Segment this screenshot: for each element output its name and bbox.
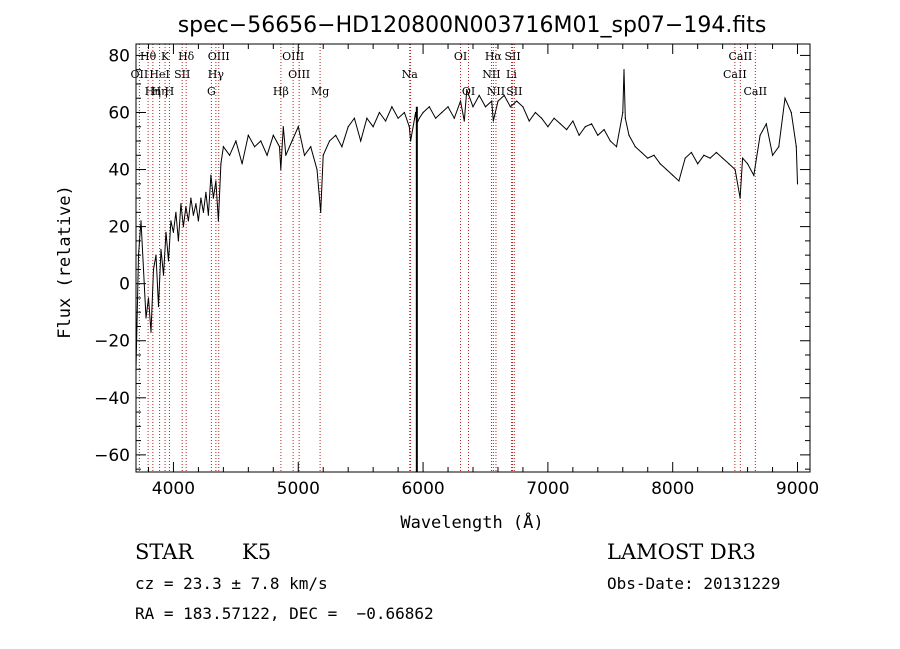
chart-title: spec−56656−HD120800N003716M01_sp07−194.f…	[178, 13, 767, 38]
spectral-line-label: OIII	[288, 68, 310, 81]
spectral-line-label: G	[207, 85, 216, 98]
y-tick-label: −40	[94, 389, 130, 409]
spectral-line-label: SII	[506, 85, 522, 98]
spectral-line-label: SII	[504, 50, 520, 63]
object-class: STAR	[135, 540, 194, 564]
spectral-line-label: HeI	[149, 68, 169, 81]
y-tick-label: 0	[119, 275, 130, 295]
spectral-line-label: SII	[174, 68, 190, 81]
redshift-velocity: cz = 23.3 ± 7.8 km/s	[135, 574, 328, 593]
sky-coordinates: RA = 183.57122, DEC = −0.66862	[135, 604, 434, 623]
spectral-line-label: Hγ	[208, 68, 225, 81]
y-tick-label: −20	[94, 332, 130, 352]
spectral-line-label: CaII	[729, 50, 753, 63]
spectral-line-label: OI	[454, 50, 467, 63]
y-tick-label: −60	[94, 446, 130, 466]
spectral-line-label: Li	[506, 68, 517, 81]
spectral-line-label: K	[161, 50, 170, 63]
x-tick-label: 7000	[526, 479, 569, 499]
spectral-line-label: Hδ	[178, 50, 195, 63]
spectral-line-label: CaII	[723, 68, 747, 81]
spectral-line-label: OI	[462, 85, 475, 98]
spectral-line-label: Na	[402, 68, 419, 81]
spectral-line-label: Hβ	[273, 85, 289, 98]
series-group	[135, 69, 799, 472]
y-tick-label: 60	[108, 103, 130, 123]
survey-name: LAMOST DR3	[607, 540, 756, 564]
x-tick-label: 6000	[401, 479, 444, 499]
spectral-line-label: OII	[131, 68, 149, 81]
spectral-line-label: Hα	[485, 50, 503, 63]
x-tick-label: 5000	[277, 479, 320, 499]
spectral-line-label: CaII	[743, 85, 767, 98]
spectral-line-label: H	[165, 85, 175, 98]
spectral-line-label: Mg	[311, 85, 329, 98]
x-tick-label: 4000	[152, 479, 195, 499]
marker-lines	[138, 44, 756, 472]
observation-date: Obs-Date: 20131229	[607, 574, 781, 593]
object-subclass: K5	[242, 540, 272, 564]
spectral-line-label: Hη	[151, 85, 167, 98]
series-points	[135, 69, 799, 370]
tick-group: 4000 5000 6000 7000 8000 9000 −60 −40 −20 0 20 40 60…	[94, 44, 819, 499]
spectral-line-label: OIII	[208, 50, 230, 63]
y-axis-label: Flux (relative)	[55, 185, 75, 339]
y-tick-label: 80	[108, 46, 130, 66]
y-tick-label: 20	[108, 218, 130, 238]
x-tick-label: 9000	[776, 479, 819, 499]
spectral-line-label: NII	[487, 85, 505, 98]
spectral-line-label: OIII	[282, 50, 304, 63]
spectral-line-label: Hθ	[140, 50, 157, 63]
series-line	[135, 69, 798, 370]
x-tick-label: 8000	[651, 479, 694, 499]
x-axis-label: Wavelength (Å)	[400, 511, 543, 533]
plot-frame	[135, 43, 811, 473]
spectral-line-label: NII	[482, 68, 500, 81]
y-tick-label: 40	[108, 161, 130, 181]
spectral-line-label: Hη	[145, 85, 161, 98]
